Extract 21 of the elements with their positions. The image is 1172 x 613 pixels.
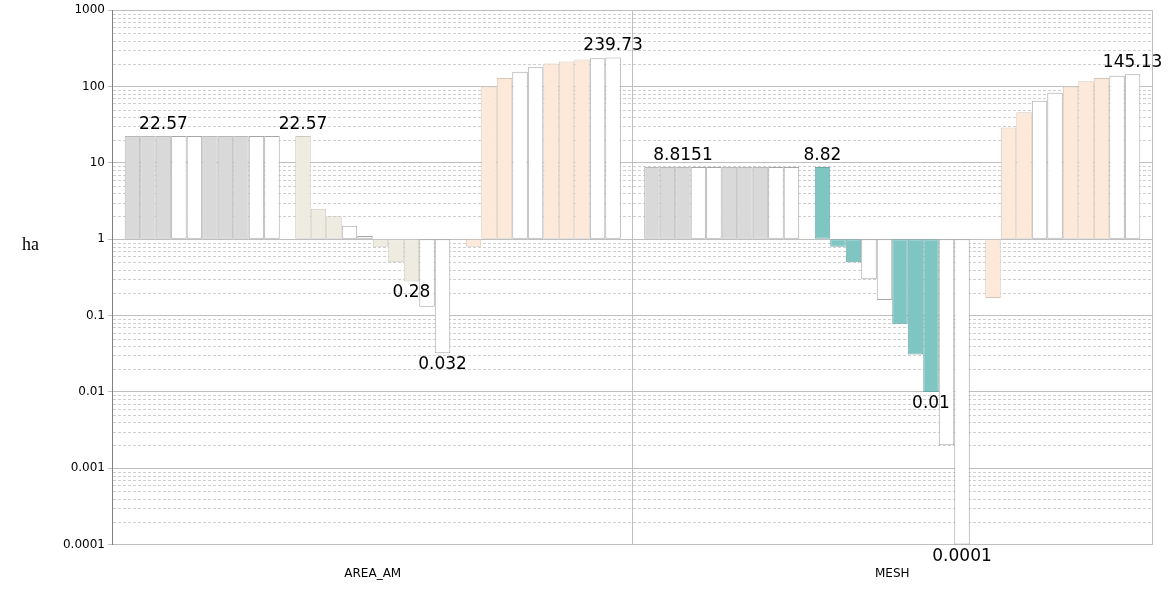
data-label: 0.28	[392, 281, 431, 302]
data-label: 239.73	[583, 34, 643, 55]
data-label: 8.82	[803, 143, 842, 164]
data-label: 145.13	[1102, 51, 1163, 72]
y-tick-label: 10	[89, 155, 105, 170]
y-tick-label: 0.01	[78, 384, 105, 399]
data-label: 0.01	[912, 391, 950, 412]
y-tick-label: 100	[82, 78, 105, 93]
y-tick-label: 0.001	[70, 460, 105, 475]
data-label: 8.8151	[653, 143, 713, 164]
y-tick-label: 0.1	[85, 307, 105, 322]
y-tick-label: 0.0001	[62, 536, 105, 551]
data-label: 22.57	[278, 112, 328, 133]
y-tick-label: 1	[97, 231, 105, 246]
x-tick-label: AREA_AM	[344, 565, 402, 580]
y-tick-label: 1000	[74, 2, 105, 17]
x-tick-label: MESH	[874, 565, 910, 580]
data-label: 0.032	[418, 353, 467, 374]
data-label: 0.0001	[932, 544, 992, 565]
data-label: 22.57	[139, 112, 188, 133]
y-axis-title: ha	[22, 234, 39, 255]
